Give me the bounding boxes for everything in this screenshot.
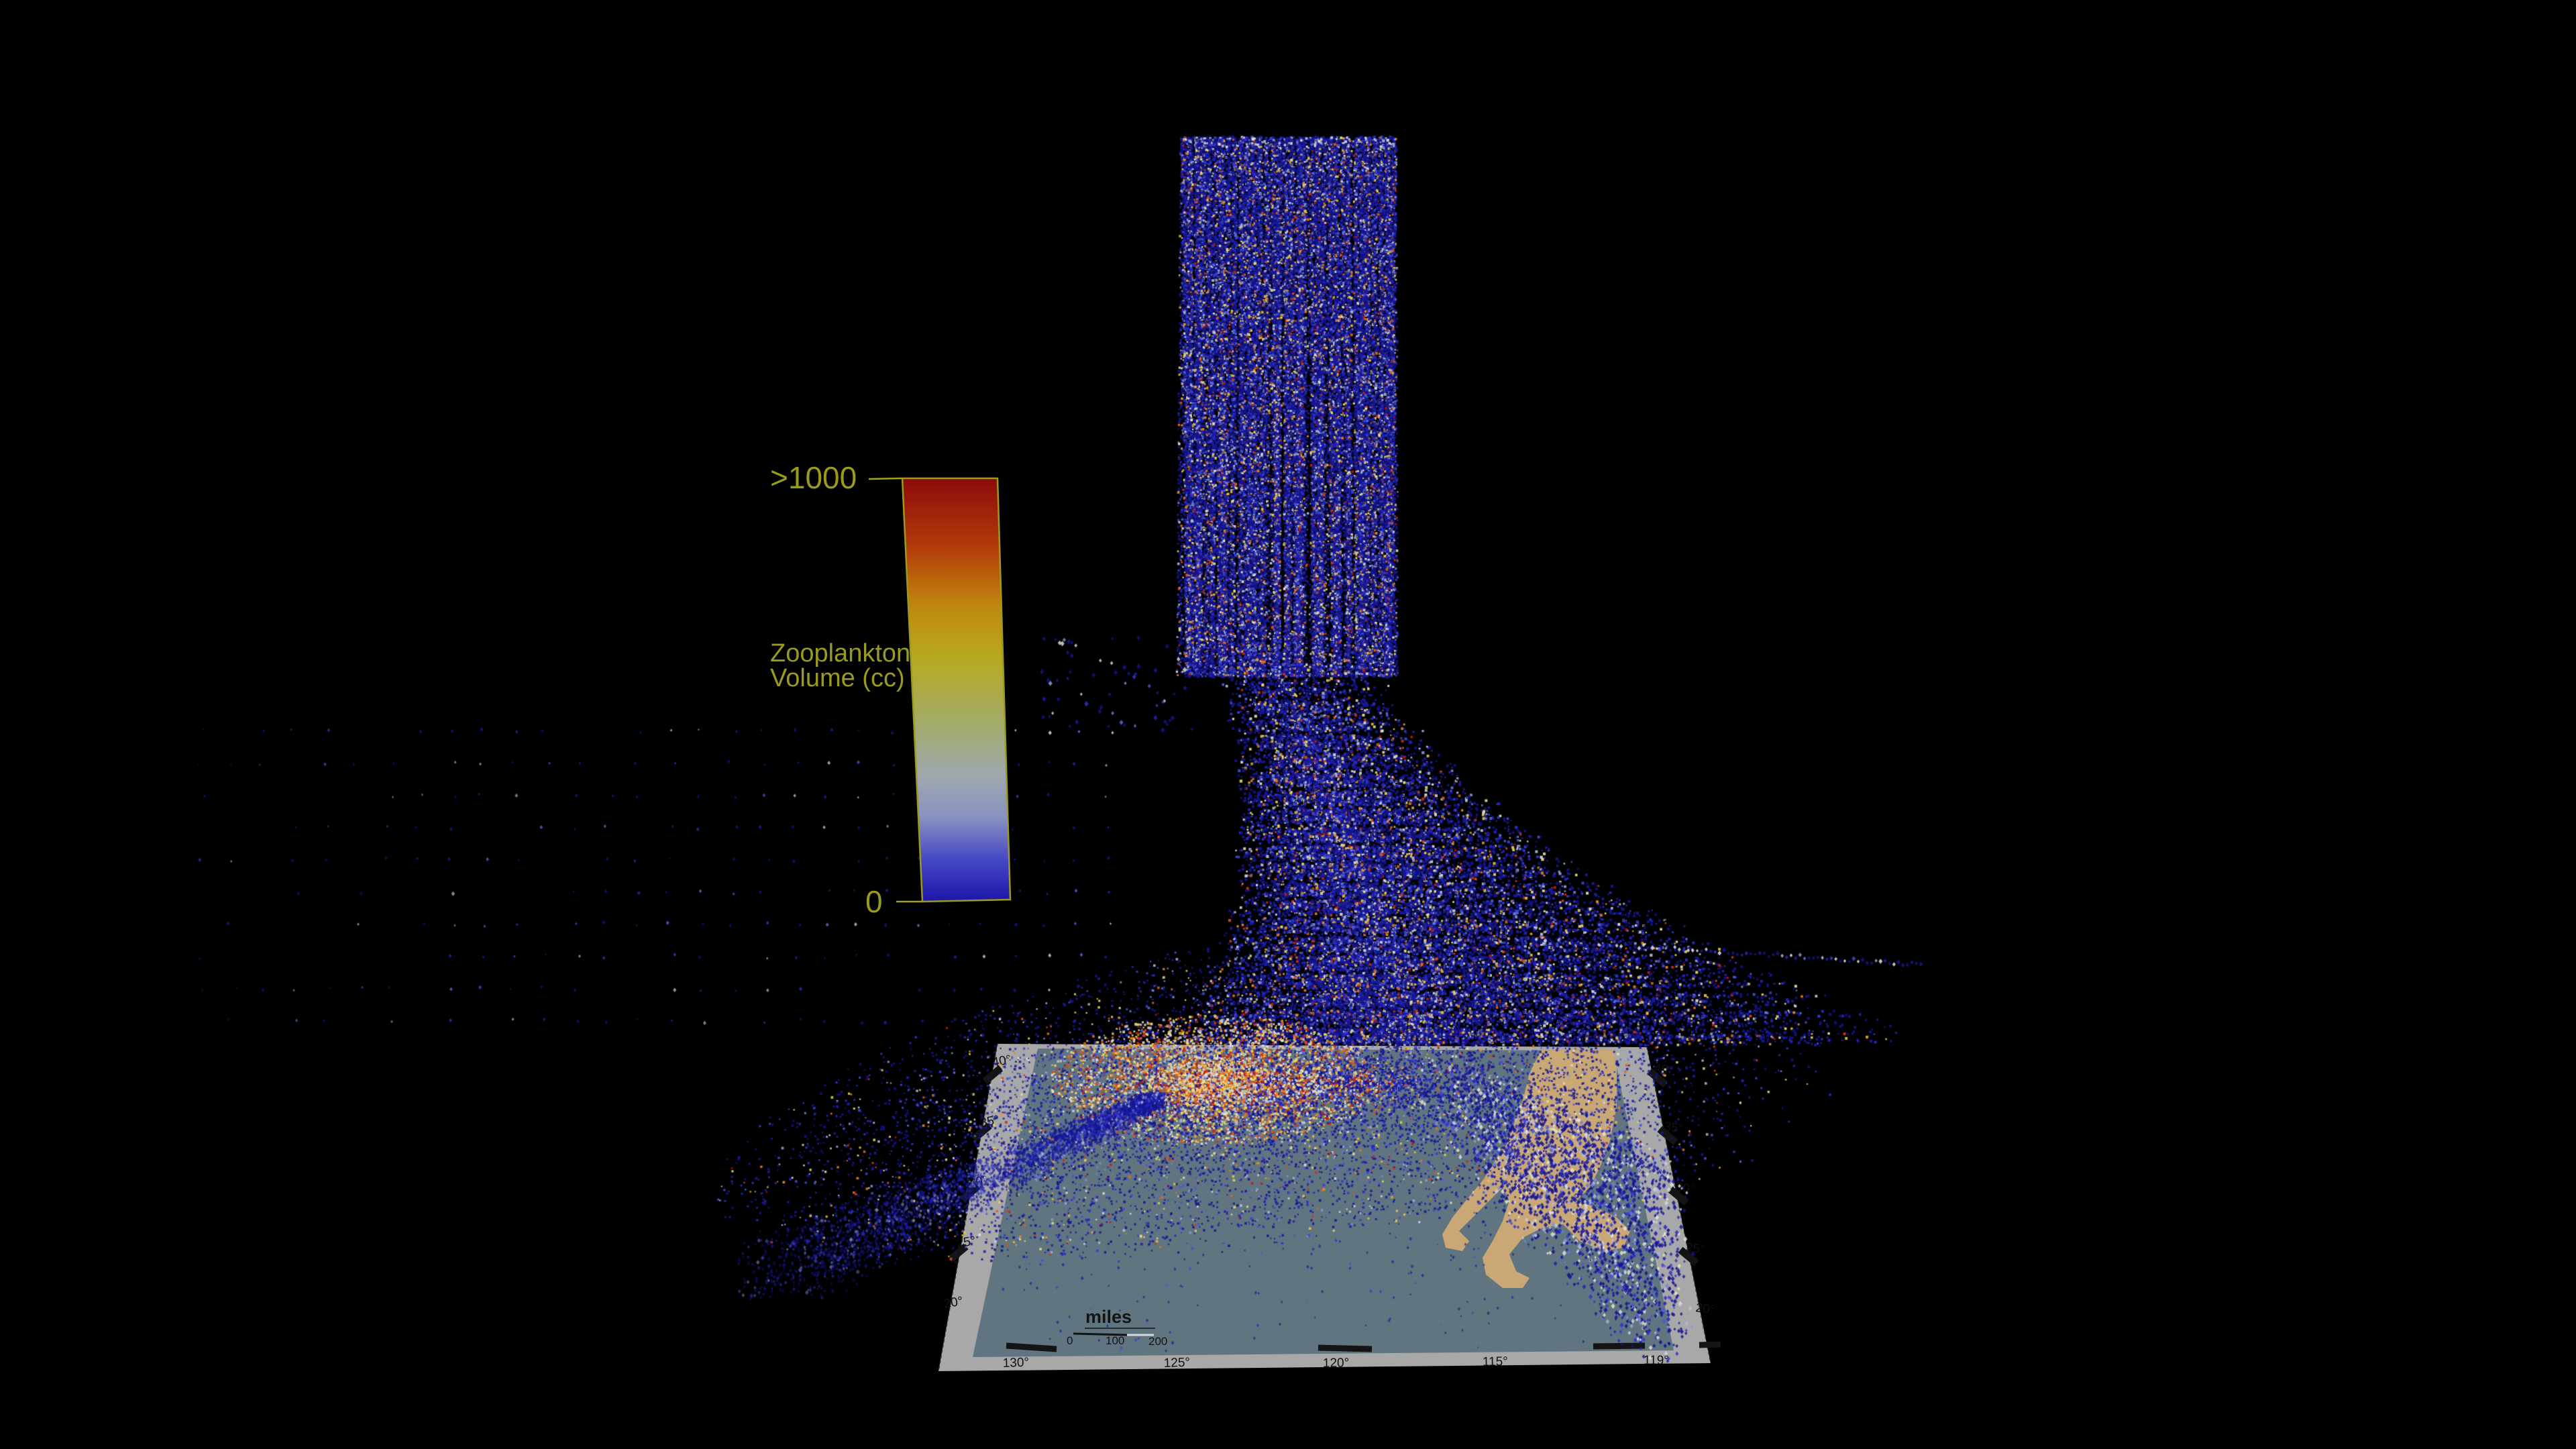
svg-text:Volume (cc): Volume (cc) <box>770 664 905 692</box>
svg-text:0: 0 <box>865 884 883 919</box>
svg-text:>1000: >1000 <box>770 460 857 495</box>
svg-text:Zooplankton: Zooplankton <box>770 639 910 667</box>
